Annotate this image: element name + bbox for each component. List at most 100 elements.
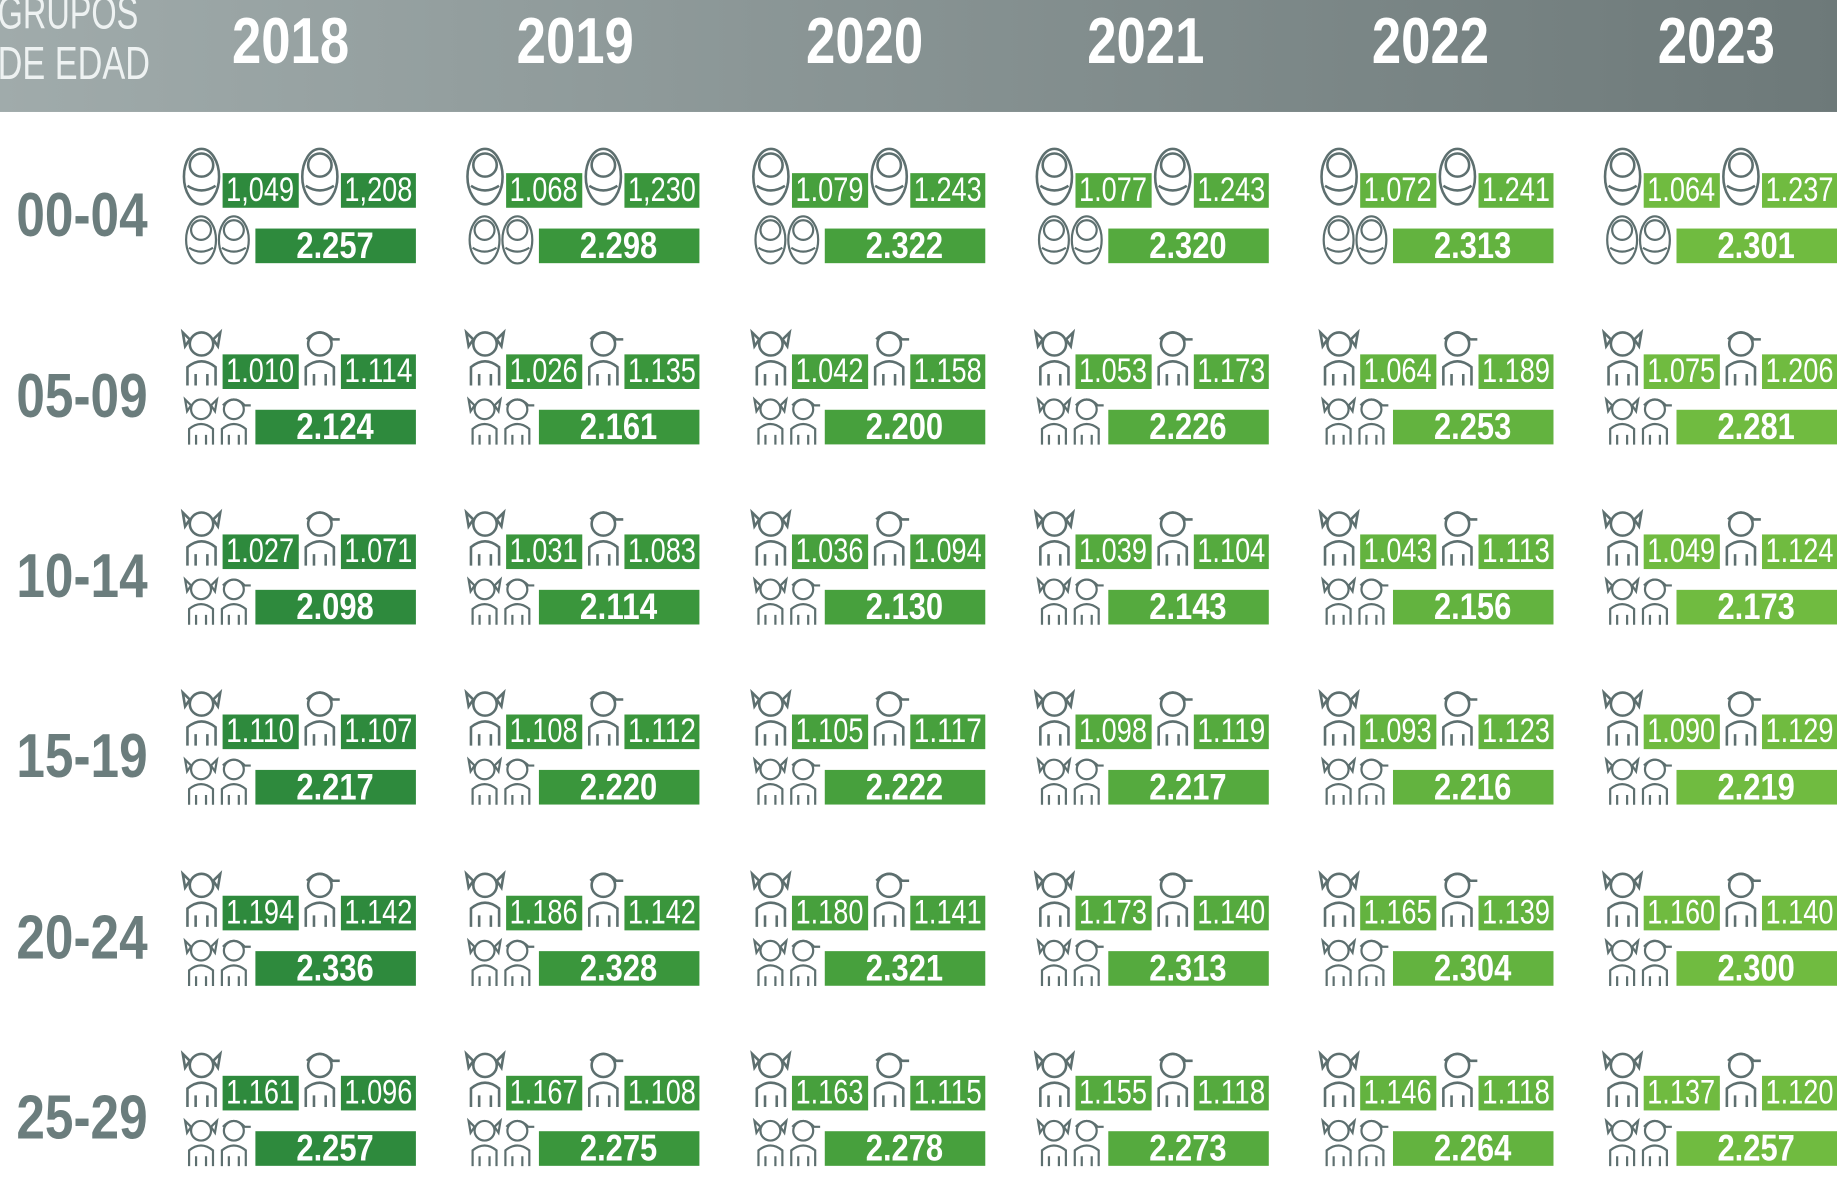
icon-shape (758, 248, 782, 252)
icon-shape (791, 604, 815, 625)
icon-shape (590, 874, 623, 881)
header-label: DE EDAD (0, 37, 150, 89)
male-value: 1.124 (1766, 531, 1834, 570)
icon-shape (469, 580, 501, 592)
person-icon (875, 1054, 909, 1107)
icon-shape (223, 760, 251, 766)
icon-shape (190, 154, 213, 177)
icon-shape (1728, 874, 1761, 881)
icon-shape (1606, 760, 1638, 772)
icon-shape (473, 248, 497, 252)
icon-shape (475, 400, 495, 420)
icon-shape (1327, 965, 1351, 986)
icon-shape (757, 1083, 785, 1107)
person-icon (1359, 760, 1388, 805)
total-value: 2.257 (296, 224, 373, 266)
icon-shape (1036, 513, 1073, 527)
icon-shape (1159, 361, 1187, 385)
icon-shape (505, 1145, 529, 1166)
total-value: 2.278 (866, 1127, 943, 1169)
icon-shape (183, 332, 220, 346)
female-value: 1.180 (795, 893, 863, 932)
male-value: 1.140 (1197, 893, 1265, 932)
male-value: 1.112 (628, 711, 696, 750)
icon-shape (505, 965, 529, 986)
icon-shape (754, 580, 786, 592)
person-icon (1727, 1054, 1761, 1107)
total-value: 2.114 (580, 585, 658, 627)
icon-shape (1360, 400, 1388, 406)
icon-shape (760, 1121, 780, 1141)
icon-shape (1038, 580, 1070, 592)
icon-shape (1359, 965, 1383, 986)
person-icon (469, 580, 501, 625)
icon-shape (792, 941, 820, 947)
icon-shape (589, 541, 617, 565)
icon-shape (1612, 760, 1632, 780)
icon-shape (1038, 400, 1070, 412)
total-value: 2.321 (866, 947, 943, 989)
female-value: 1.042 (795, 351, 863, 390)
icon-shape (759, 874, 782, 897)
female-value: 1.072 (1364, 170, 1432, 209)
person-icon (469, 760, 501, 805)
icon-shape (466, 874, 503, 888)
person-icon (1159, 1054, 1193, 1107)
icon-shape (223, 400, 251, 406)
icon-shape (1445, 693, 1478, 700)
person-icon (222, 760, 251, 805)
total-value: 2.217 (296, 766, 373, 808)
icon-shape (187, 541, 215, 565)
icon-shape (1076, 941, 1104, 947)
age-group-label: 15-19 (16, 722, 147, 791)
person-icon (589, 693, 623, 746)
total-value: 2.257 (1718, 1127, 1795, 1169)
icon-shape (1161, 154, 1184, 177)
person-icon (1643, 400, 1672, 445)
total-value: 2.219 (1718, 766, 1795, 808)
icon-shape (185, 760, 217, 772)
icon-shape (1604, 513, 1641, 527)
icon-shape (307, 332, 340, 339)
icon-shape (875, 1083, 903, 1107)
icon-shape (1044, 400, 1064, 420)
age-group-label: 25-29 (16, 1083, 147, 1152)
icon-shape (1643, 784, 1667, 805)
icon-shape (760, 580, 780, 600)
female-value: 1.079 (795, 170, 863, 209)
total-value: 2.257 (296, 1127, 373, 1169)
icon-shape (590, 513, 623, 520)
icon-shape (1043, 332, 1066, 355)
male-value: 1.096 (344, 1073, 412, 1112)
person-icon (1323, 580, 1355, 625)
person-icon (505, 941, 534, 986)
icon-shape (1604, 874, 1641, 888)
person-icon (1323, 1121, 1355, 1166)
icon-shape (1643, 965, 1667, 986)
icon-shape (758, 1145, 782, 1166)
icon-shape (1445, 1054, 1478, 1061)
person-icon (1607, 216, 1637, 263)
person-icon (752, 513, 789, 566)
person-icon (791, 580, 820, 625)
person-icon (1323, 400, 1355, 445)
total-value: 2.275 (580, 1127, 657, 1169)
female-value: 1.026 (510, 351, 578, 390)
person-icon (1606, 580, 1638, 625)
person-icon (1159, 513, 1193, 566)
total-value: 2.222 (866, 766, 943, 808)
icon-shape (223, 1121, 251, 1127)
icon-shape (592, 154, 615, 177)
icon-shape (1323, 760, 1355, 772)
person-icon (302, 149, 337, 204)
icon-shape (1320, 1054, 1357, 1068)
female-value: 1.167 (510, 1073, 578, 1112)
icon-shape (1443, 361, 1471, 385)
icon-shape (758, 424, 782, 445)
female-value: 1.075 (1647, 351, 1715, 390)
icon-shape (760, 400, 780, 420)
icon-shape (223, 941, 251, 947)
icon-shape (760, 760, 780, 780)
icon-shape (1036, 693, 1073, 707)
person-icon (1604, 332, 1641, 385)
